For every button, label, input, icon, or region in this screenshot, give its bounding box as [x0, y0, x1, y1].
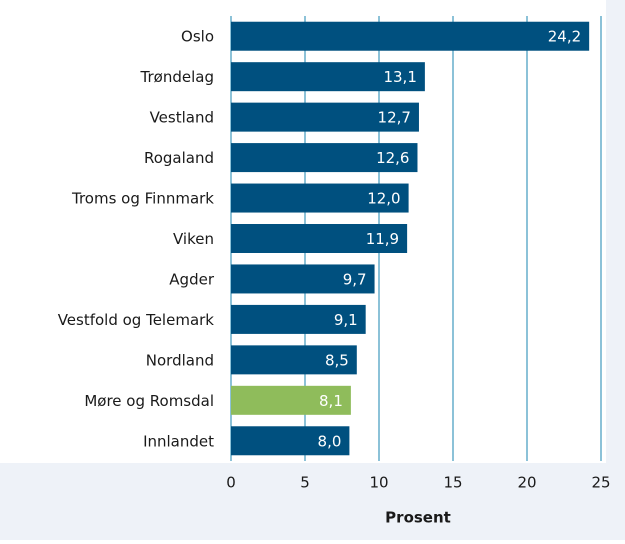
y-tick-label: Troms og Finnmark — [71, 190, 214, 208]
bar — [231, 385, 351, 415]
value-label: 8,0 — [318, 432, 342, 450]
x-tick-label: 25 — [591, 474, 610, 492]
y-tick-label: Møre og Romsdal — [84, 392, 214, 410]
bar — [231, 183, 409, 213]
x-tick-label: 15 — [443, 474, 462, 492]
y-tick-label: Vestfold og Telemark — [58, 311, 215, 329]
bar — [231, 143, 418, 173]
bar — [231, 224, 408, 253]
y-tick-label: Agder — [169, 270, 215, 288]
value-label: 11,9 — [366, 230, 399, 248]
y-tick-label: Oslo — [181, 28, 214, 46]
bar — [231, 264, 375, 294]
y-tick-label: Vestland — [150, 109, 214, 127]
value-label: 13,1 — [383, 68, 416, 86]
value-label: 9,7 — [343, 270, 367, 288]
value-label: 8,1 — [319, 392, 343, 410]
bar — [231, 304, 366, 334]
y-tick-label: Rogaland — [144, 149, 214, 167]
y-tick-label: Innlandet — [143, 432, 214, 450]
bar — [231, 345, 357, 375]
value-label: 8,5 — [325, 351, 349, 369]
y-tick-label: Trøndelag — [140, 68, 214, 86]
x-axis-label: Prosent — [385, 509, 451, 527]
bar — [231, 102, 419, 132]
y-tick-label: Nordland — [146, 351, 214, 369]
x-tick-label: 10 — [369, 474, 388, 492]
bar — [231, 426, 350, 456]
value-label: 12,0 — [367, 190, 400, 208]
x-tick-label: 5 — [300, 474, 310, 492]
value-label: 9,1 — [334, 311, 358, 329]
bar — [231, 62, 425, 92]
bar — [231, 21, 590, 51]
x-tick-label: 0 — [226, 474, 236, 492]
x-tick-label: 20 — [517, 474, 536, 492]
value-label: 24,2 — [548, 28, 581, 46]
value-label: 12,6 — [376, 149, 409, 167]
value-label: 12,7 — [378, 109, 411, 127]
y-tick-label: Viken — [173, 230, 214, 248]
